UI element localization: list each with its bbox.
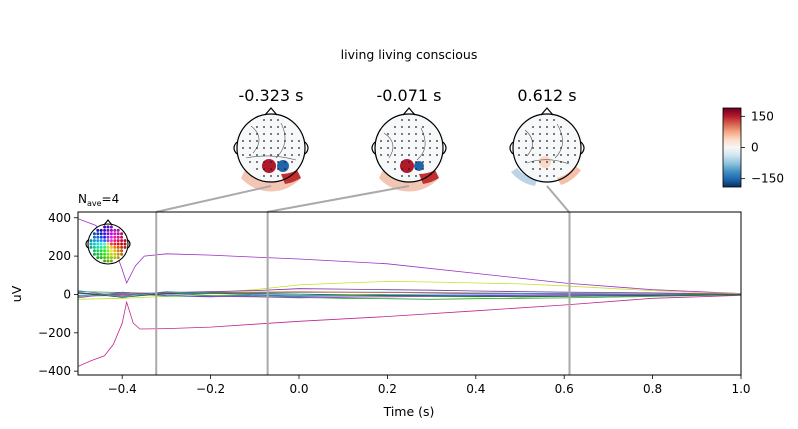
y-tick-label: 200 (48, 249, 71, 263)
topomap-time-label-3: 0.612 s (517, 86, 576, 105)
x-tick-label: −0.2 (196, 382, 225, 396)
butterfly-plot: −0.4 −0.2 0.0 0.2 0.4 0.6 0.8 1.0 400 200 0 −200 −4… (9, 192, 751, 419)
x-tick-label: 0.6 (555, 382, 574, 396)
nave-label: Nave=4 (78, 192, 119, 208)
colorbar-ticks: 150 0 −150 (741, 109, 784, 186)
y-axis-label: uV (9, 285, 24, 302)
series-line-10 (78, 290, 741, 297)
figure-title: living living conscious (341, 47, 478, 62)
sensor-layout-inset (85, 219, 131, 265)
series-line-1 (78, 218, 741, 294)
topomap-2 (371, 107, 447, 192)
topomap-1 (233, 107, 309, 192)
series-line-2 (78, 295, 741, 367)
colorbar-tick-label: 150 (751, 109, 774, 123)
x-tick-label: 0.8 (643, 382, 662, 396)
topomap-3 (509, 107, 585, 186)
colorbar: 150 0 −150 (722, 107, 784, 188)
x-tick-label: 0.2 (378, 382, 397, 396)
topomap-connectors (155, 185, 570, 213)
y-tick-label: −400 (38, 364, 71, 378)
colorbar-tick-label: 0 (751, 141, 759, 155)
x-tick-label: 0.4 (466, 382, 485, 396)
colorbar-tick-label: −150 (751, 172, 784, 186)
topomap-time-label-1: -0.323 s (239, 86, 304, 105)
y-tick-label: 400 (48, 211, 71, 225)
x-tick-label: −0.4 (108, 382, 137, 396)
series-line-11 (78, 291, 741, 299)
topomap-time-label-2: -0.071 s (377, 86, 442, 105)
series-line-12 (78, 292, 741, 298)
series-line-6 (78, 288, 741, 295)
x-tick-label: 1.0 (731, 382, 750, 396)
x-tick-label: 0.0 (289, 382, 308, 396)
y-tick-label: 0 (63, 287, 71, 301)
series-line-4 (78, 291, 741, 300)
x-axis-label: Time (s) (383, 404, 435, 419)
y-tick-label: −200 (38, 326, 71, 340)
